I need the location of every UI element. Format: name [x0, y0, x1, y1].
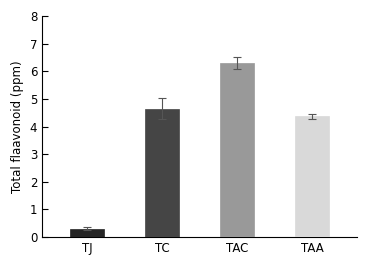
Bar [145, 109, 179, 237]
Bar [220, 63, 254, 237]
Bar [70, 229, 104, 237]
Bar [295, 116, 329, 237]
Y-axis label: Total flaavonoid (ppm): Total flaavonoid (ppm) [11, 60, 24, 193]
